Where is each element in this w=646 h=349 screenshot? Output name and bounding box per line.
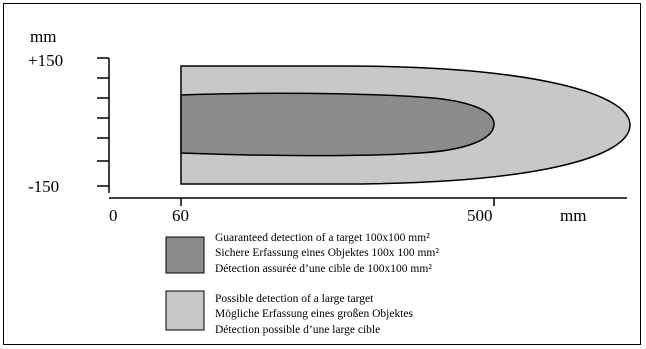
legend-possible-fr: Détection possible d’une large cible xyxy=(215,324,380,336)
legend-guaranteed-en: Guaranteed detection of a target 100x100… xyxy=(215,232,430,244)
y-axis-ticks xyxy=(97,57,109,187)
x-axis-unit: mm xyxy=(560,206,586,225)
x-axis-label-60: 60 xyxy=(172,206,189,225)
legend-swatch-possible xyxy=(165,290,205,331)
x-axis-label-0: 0 xyxy=(109,206,118,225)
x-axis-ticks xyxy=(180,198,495,206)
legend-possible-de: Mögliche Erfassung eines großen Objektes xyxy=(215,308,414,320)
y-axis-bottom-label: -150 xyxy=(28,177,59,196)
legend-swatch-guaranteed xyxy=(165,236,205,274)
x-axis-label-500: 500 xyxy=(467,206,493,225)
legend-guaranteed-de: Sichere Erfassung eines Objektes 100x 10… xyxy=(215,247,439,259)
legend-guaranteed-fr: Détection assurée d’une cible de 100x100… xyxy=(215,263,432,275)
y-axis-unit: mm xyxy=(30,27,56,46)
legend-possible-en: Possible detection of a large target xyxy=(215,293,374,305)
y-axis-top-label: +150 xyxy=(28,51,63,70)
guaranteed-detection-zone xyxy=(180,92,495,157)
